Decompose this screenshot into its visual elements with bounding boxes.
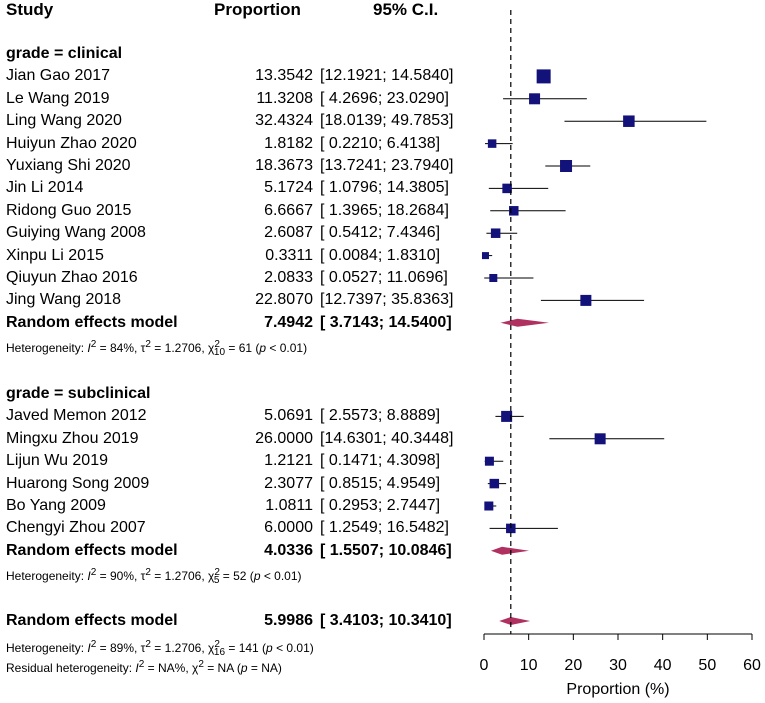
- study-estimate-1-3: 2.3077: [264, 474, 313, 492]
- study-estimate-0-4: 18.3673: [255, 157, 313, 174]
- study-estimate-0-1: 11.3208: [256, 89, 313, 107]
- study-estimate-1-1: 26.0000: [255, 429, 313, 447]
- study-ci-1-5: [ 1.2549; 16.5482]: [320, 519, 449, 537]
- group-label-1: grade = subclinical: [6, 385, 151, 402]
- group-model-1-estimate: 4.0336: [264, 541, 313, 559]
- x-tick-label-2: 20: [564, 657, 583, 674]
- estimate-square-0-7: [490, 228, 501, 238]
- study-estimate-1-4: 1.0811: [265, 497, 313, 514]
- x-tick-label-1: 10: [519, 657, 538, 674]
- study-ci-1-4: [ 0.2953; 2.7447]: [320, 497, 441, 514]
- study-ci-1-0: [ 2.5573; 8.8889]: [320, 407, 441, 425]
- study-name-0-9: Qiuyun Zhao 2016: [6, 269, 138, 286]
- study-name-0-7: Guiying Wang 2008: [6, 224, 146, 242]
- study-ci-0-8: [ 0.0084; 1.8310]: [320, 246, 441, 264]
- x-tick-label-4: 40: [653, 657, 672, 674]
- study-name-0-1: Le Wang 2019: [6, 89, 110, 107]
- study-name-0-4: Yuxiang Shi 2020: [6, 157, 131, 174]
- study-ci-0-10: [12.7397; 35.8363]: [320, 291, 454, 309]
- x-tick-label-5: 50: [698, 657, 717, 674]
- header-ci: 95% C.I.: [373, 0, 439, 19]
- study-estimate-0-3: 1.8182: [264, 134, 313, 152]
- estimate-square-0-10: [580, 294, 592, 306]
- group-model-0-label: Random effects model: [6, 313, 178, 331]
- study-estimate-1-5: 6.0000: [264, 519, 313, 537]
- study-name-0-2: Ling Wang 2020: [6, 112, 122, 130]
- study-name-1-2: Lijun Wu 2019: [6, 452, 108, 470]
- study-estimate-1-2: 1.2121: [264, 452, 313, 470]
- residual-heterogeneity: Residual heterogeneity: I2 = NA%, χ2 = N…: [6, 659, 282, 675]
- estimate-square-1-2: [484, 456, 494, 466]
- group-model-1-label: Random effects model: [6, 541, 178, 559]
- estimate-square-1-3: [489, 478, 500, 489]
- x-tick-label-6: 60: [743, 657, 761, 674]
- group-label-0: grade = clinical: [6, 45, 123, 62]
- group-model-0-estimate: 7.4942: [264, 313, 313, 331]
- study-ci-0-0: [12.1921; 14.5840]: [320, 67, 454, 85]
- estimate-square-0-0: [536, 69, 551, 84]
- study-ci-0-7: [ 0.5412; 7.4346]: [320, 224, 441, 242]
- study-ci-0-6: [ 1.3965; 18.2684]: [320, 201, 449, 219]
- study-ci-1-2: [ 0.1471; 4.3098]: [320, 452, 441, 470]
- estimate-square-1-4: [484, 501, 494, 511]
- x-tick-label-3: 30: [609, 657, 627, 674]
- study-name-0-5: Jin Li 2014: [6, 179, 84, 197]
- overall-heterogeneity: Heterogeneity: I2 = 89%, τ2 = 1.2706, χ2…: [6, 639, 314, 659]
- study-estimate-0-8: 0.3311: [265, 246, 313, 264]
- overall-model-label: Random effects model: [6, 612, 178, 629]
- study-name-1-1: Mingxu Zhou 2019: [6, 429, 139, 447]
- study-estimate-0-7: 2.6087: [264, 224, 313, 242]
- overall-model-estimate: 5.9986: [264, 612, 313, 629]
- study-name-0-3: Huiyun Zhao 2020: [6, 134, 137, 152]
- group-model-0-ci: [ 3.7143; 14.5400]: [320, 313, 452, 331]
- estimate-square-1-0: [501, 410, 513, 422]
- estimate-square-0-3: [487, 139, 497, 148]
- study-estimate-0-0: 13.3542: [255, 67, 313, 85]
- study-estimate-0-6: 6.6667: [264, 201, 313, 219]
- study-estimate-0-5: 5.1724: [264, 179, 313, 197]
- group-heterogeneity-1: Heterogeneity: I2 = 90%, τ2 = 1.2706, χ2…: [6, 566, 302, 587]
- study-name-0-8: Xinpu Li 2015: [6, 246, 104, 264]
- group-model-0-diamond: [500, 318, 549, 327]
- study-ci-0-1: [ 4.2696; 23.0290]: [320, 89, 449, 107]
- estimate-square-0-1: [529, 93, 541, 105]
- study-ci-1-3: [ 0.8515; 4.9549]: [320, 474, 441, 492]
- study-estimate-0-9: 2.0833: [264, 269, 313, 286]
- study-estimate-0-10: 22.8070: [255, 291, 313, 309]
- estimate-square-0-2: [623, 115, 635, 127]
- group-model-1-diamond: [490, 546, 530, 555]
- study-ci-0-3: [ 0.2210; 6.4138]: [320, 134, 441, 152]
- estimate-square-0-4: [560, 160, 573, 172]
- study-ci-0-4: [13.7241; 23.7940]: [320, 157, 454, 174]
- study-name-0-10: Jing Wang 2018: [6, 291, 122, 309]
- study-name-1-3: Huarong Song 2009: [6, 474, 150, 492]
- x-tick-label-0: 0: [479, 657, 489, 674]
- estimate-square-0-9: [489, 274, 498, 282]
- header-proportion: Proportion: [214, 0, 301, 19]
- study-ci-0-2: [18.0139; 49.7853]: [320, 112, 454, 130]
- study-name-1-0: Javed Memon 2012: [6, 407, 147, 425]
- overall-model-diamond: [499, 617, 531, 625]
- x-axis-label: Proportion (%): [566, 681, 670, 698]
- study-name-1-5: Chengyi Zhou 2007: [6, 519, 146, 537]
- overall-model-ci: [ 3.4103; 10.3410]: [320, 612, 452, 629]
- study-ci-0-5: [ 1.0796; 14.3805]: [320, 179, 449, 197]
- estimate-square-1-1: [594, 433, 606, 445]
- estimate-square-0-5: [502, 183, 512, 194]
- estimate-square-1-5: [506, 523, 516, 534]
- study-ci-0-9: [ 0.0527; 11.0696]: [320, 269, 448, 286]
- header-study: Study: [6, 0, 54, 19]
- study-estimate-1-0: 5.0691: [264, 407, 313, 425]
- estimate-square-0-6: [509, 206, 519, 216]
- group-model-1-ci: [ 1.5507; 10.0846]: [320, 541, 452, 559]
- study-estimate-0-2: 32.4324: [255, 112, 313, 130]
- study-name-0-6: Ridong Guo 2015: [6, 201, 132, 219]
- estimate-square-0-8: [481, 252, 489, 260]
- study-ci-1-1: [14.6301; 40.3448]: [320, 429, 454, 447]
- study-name-1-4: Bo Yang 2009: [6, 497, 106, 514]
- study-name-0-0: Jian Gao 2017: [6, 67, 111, 85]
- group-heterogeneity-0: Heterogeneity: I2 = 84%, τ2 = 1.2706, χ2…: [6, 338, 308, 359]
